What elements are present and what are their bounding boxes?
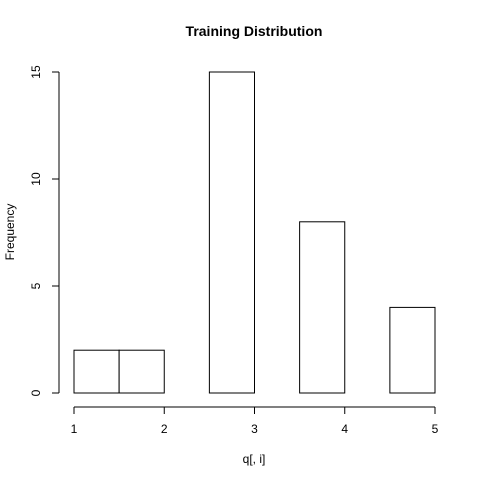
histogram-bar-7 bbox=[389, 306, 436, 394]
histogram-bar-3 bbox=[208, 71, 255, 394]
histogram-bar-1 bbox=[118, 349, 165, 394]
x-tick-label-3: 4 bbox=[341, 422, 348, 436]
x-tick-label-2: 3 bbox=[251, 422, 258, 436]
x-tick-label-4: 5 bbox=[432, 422, 439, 436]
y-axis: 0 5 10 15 bbox=[29, 65, 60, 396]
x-axis: 1 2 3 4 5 bbox=[71, 406, 439, 436]
histogram-bar-0 bbox=[73, 349, 120, 394]
x-tick-label-0: 1 bbox=[71, 422, 78, 436]
y-axis-label: Frequency bbox=[3, 204, 17, 261]
x-tick-label-1: 2 bbox=[161, 422, 168, 436]
histogram-bar-5 bbox=[299, 221, 346, 394]
chart-title: Training Distribution bbox=[186, 23, 323, 39]
y-tick-label-0: 0 bbox=[29, 389, 43, 396]
y-tick-label-2: 10 bbox=[29, 172, 43, 186]
bars bbox=[73, 71, 436, 394]
x-axis-label: q[, i] bbox=[243, 452, 266, 466]
y-tick-label-3: 15 bbox=[29, 65, 43, 79]
y-tick-label-1: 5 bbox=[29, 282, 43, 289]
